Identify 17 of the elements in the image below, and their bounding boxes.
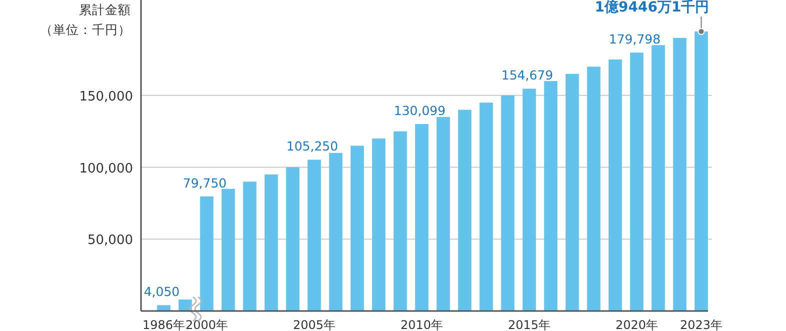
y-tick-label: 100,000 bbox=[79, 161, 133, 176]
x-tick-label: 1986年 bbox=[142, 318, 186, 331]
y-axis-title: 累計金額（単位：千円） bbox=[40, 2, 131, 37]
x-tick-label: 2015年 bbox=[508, 318, 551, 331]
x-tick-label: 2000年 bbox=[185, 318, 228, 331]
data-label: 105,250 bbox=[286, 138, 338, 154]
x-tick-label: 2005年 bbox=[292, 318, 336, 331]
data-label: 154,679 bbox=[501, 68, 554, 83]
data-label: 79,750 bbox=[182, 175, 227, 190]
y-tick-label: 50,000 bbox=[88, 233, 133, 248]
data-label: 4,050 bbox=[144, 284, 180, 300]
x-tick-label: 2020年 bbox=[615, 318, 658, 331]
x-tick-label: 2023年 bbox=[680, 318, 723, 331]
data-label: 179,798 bbox=[608, 32, 661, 47]
data-label: 130,099 bbox=[394, 103, 446, 118]
x-tick-label: 2010年 bbox=[400, 318, 444, 331]
y-tick-label: 150,000 bbox=[79, 89, 133, 104]
